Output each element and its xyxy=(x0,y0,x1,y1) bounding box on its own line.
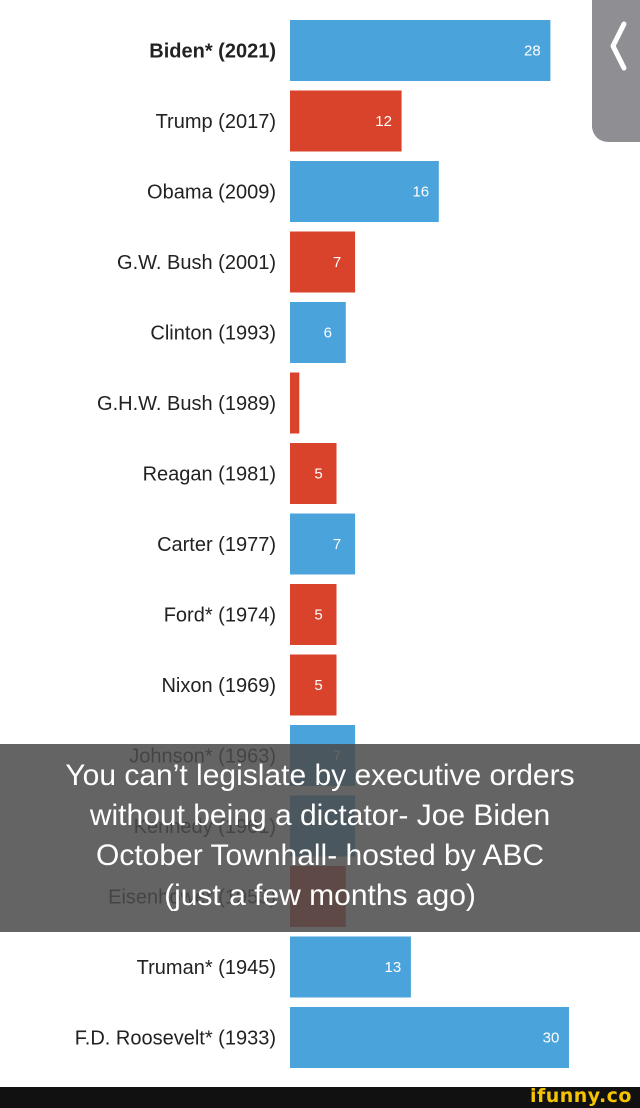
value-label-2: 16 xyxy=(412,184,429,201)
bar-1 xyxy=(290,90,402,152)
footer-bar: ifunny.co xyxy=(0,1085,640,1108)
category-label-9: Nixon (1969) xyxy=(161,675,276,697)
bar-3 xyxy=(290,231,356,293)
bar-2 xyxy=(290,161,439,222)
caption-line-1: You can’t legislate by executive orders xyxy=(65,759,575,792)
bar-13 xyxy=(290,936,411,998)
value-label-4: 6 xyxy=(324,325,332,342)
value-label-13: 13 xyxy=(385,959,402,976)
bar-8 xyxy=(290,584,337,645)
value-label-3: 7 xyxy=(333,254,341,271)
quote-caption: You can’t legislate by executive orders … xyxy=(20,756,620,916)
value-label-14: 30 xyxy=(543,1030,560,1047)
category-label-2: Obama (2009) xyxy=(147,182,276,204)
bar-4 xyxy=(290,302,346,363)
value-label-7: 7 xyxy=(333,536,341,553)
category-label-0: Biden* (2021) xyxy=(149,41,276,63)
bar-5 xyxy=(290,372,300,434)
category-label-1: Trump (2017) xyxy=(156,111,276,133)
caption-line-3: October Townhall- hosted by ABC xyxy=(95,839,545,872)
value-label-0: 28 xyxy=(524,43,541,60)
value-label-6: 5 xyxy=(314,466,322,483)
bar-9 xyxy=(290,654,337,716)
chevron-left-icon xyxy=(610,21,627,71)
category-label-7: Carter (1977) xyxy=(157,534,276,556)
caption-line-2: without being a dictator- Joe Biden xyxy=(89,799,551,832)
category-label-3: G.W. Bush (2001) xyxy=(117,252,276,274)
bar-6 xyxy=(290,443,337,504)
bar-7 xyxy=(290,513,356,575)
value-label-8: 5 xyxy=(314,607,322,624)
category-label-4: Clinton (1993) xyxy=(150,323,276,345)
value-label-1: 12 xyxy=(375,113,392,130)
category-label-6: Reagan (1981) xyxy=(143,464,276,486)
bar-14 xyxy=(290,1007,569,1068)
bar-0 xyxy=(290,20,551,81)
caption-line-4: (just a few months ago) xyxy=(164,879,476,912)
ifunny-watermark: ifunny.co xyxy=(529,1085,632,1107)
value-label-9: 5 xyxy=(314,677,322,694)
caption-overlay xyxy=(0,744,640,932)
category-label-5: G.H.W. Bush (1989) xyxy=(97,393,276,415)
back-button[interactable] xyxy=(592,0,640,142)
category-label-14: F.D. Roosevelt* (1933) xyxy=(75,1028,276,1050)
category-label-13: Truman* (1945) xyxy=(137,957,276,979)
category-label-8: Ford* (1974) xyxy=(164,605,276,627)
